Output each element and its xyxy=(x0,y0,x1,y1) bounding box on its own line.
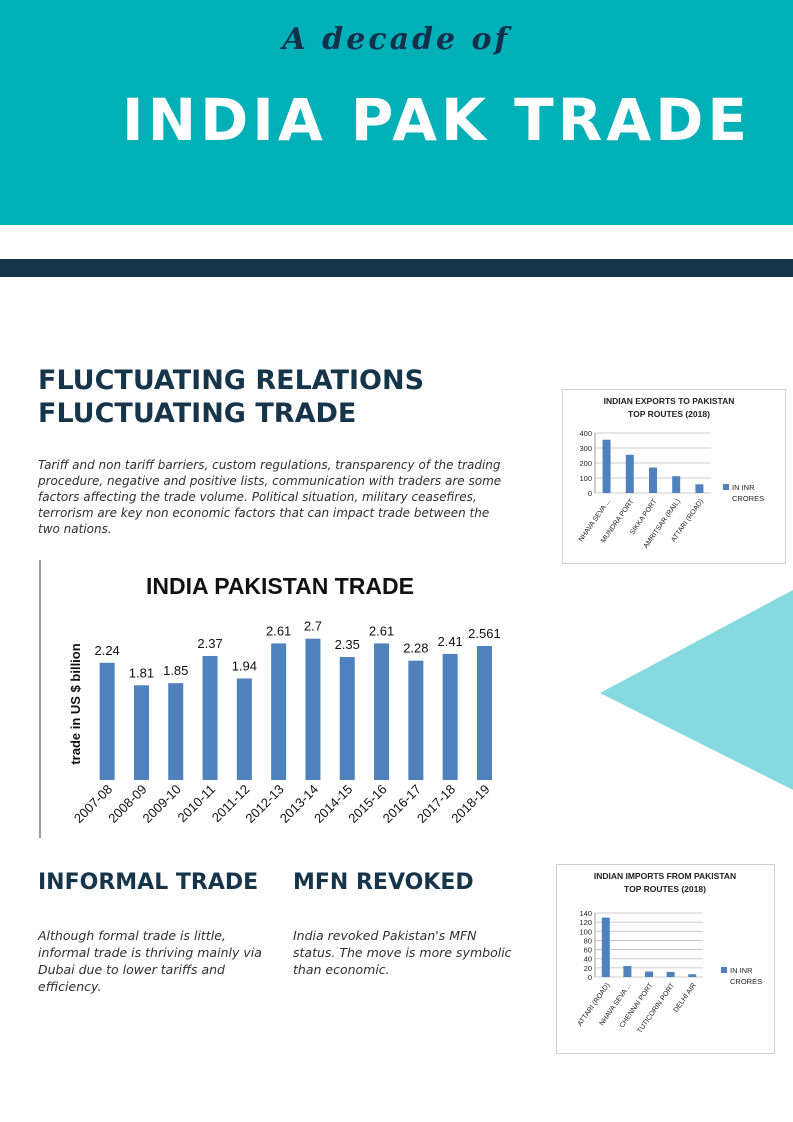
bar-2011-12 xyxy=(236,678,252,780)
value-label-2008-09: 1.81 xyxy=(129,665,154,680)
legend-label-line2: CRORES xyxy=(732,494,764,503)
fluctuating-heading-line2: FLUCTUATING TRADE xyxy=(38,398,357,429)
x-tick-2009-10: 2009-10 xyxy=(140,782,184,826)
y-tick-300: 300 xyxy=(579,444,592,453)
india-pakistan-trade-chart: INDIA PAKISTAN TRADE trade in US $ billio… xyxy=(38,558,501,840)
bar-SIKKA PORT xyxy=(649,467,657,493)
mfn-revoked-heading: MFN REVOKED xyxy=(293,870,474,895)
fluctuating-body: Tariff and non tariff barriers, custom r… xyxy=(38,458,502,536)
trade-chart-svg: INDIA PAKISTAN TRADE trade in US $ billio… xyxy=(39,560,501,838)
page-title: INDIA PAK TRADE xyxy=(121,86,751,154)
bar-2014-15 xyxy=(339,657,355,780)
chart-title-line1: INDIAN EXPORTS TO PAKISTAN xyxy=(604,396,735,406)
imports-routes-chart: INDIAN IMPORTS FROM PAKISTAN TOP ROUTES (… xyxy=(556,864,775,1054)
divider-stripe xyxy=(0,259,793,277)
legend-label-line2: CRORES xyxy=(730,977,762,986)
fluctuating-heading: FLUCTUATING RELATIONS FLUCTUATING TRADE xyxy=(38,364,498,430)
bar-2008-09 xyxy=(133,685,149,780)
value-label-2014-15: 2.35 xyxy=(335,637,360,652)
y-tick-400: 400 xyxy=(579,429,592,438)
y-tick-40: 40 xyxy=(584,955,592,964)
chart-title-line2: TOP ROUTES (2018) xyxy=(628,409,710,419)
legend-swatch xyxy=(723,484,729,490)
x-tick-DELHI AIR: DELHI AIR xyxy=(673,982,698,1014)
bar-2010-11 xyxy=(202,655,218,780)
value-label-2013-14: 2.7 xyxy=(304,619,322,634)
bar-ATTARI (ROAD) xyxy=(601,917,610,977)
bar-NHAVA SEVA ... xyxy=(602,439,611,493)
y-tick-20: 20 xyxy=(584,964,592,973)
bar-2015-16 xyxy=(374,643,390,780)
bar-2013-14 xyxy=(305,638,321,780)
y-tick-140: 140 xyxy=(579,909,592,918)
y-tick-200: 200 xyxy=(579,459,592,468)
legend-swatch xyxy=(721,967,727,973)
bar-CHENNAI PORT xyxy=(645,971,653,977)
bar-ATTARI (ROAD) xyxy=(695,484,704,493)
informal-trade-body: Although formal trade is little, informa… xyxy=(38,928,262,994)
value-label-2015-16: 2.61 xyxy=(369,623,394,638)
y-tick-120: 120 xyxy=(579,918,592,927)
bar-AMRITSAR (RAIL) xyxy=(672,476,681,493)
header-banner: A decade of INDIA PAK TRADE xyxy=(0,0,793,225)
imports-chart-svg: INDIAN IMPORTS FROM PAKISTAN TOP ROUTES (… xyxy=(577,871,762,1035)
chart-title-line1: INDIAN IMPORTS FROM PAKISTAN xyxy=(594,871,736,881)
value-label-2009-10: 1.85 xyxy=(163,663,188,678)
value-label-2017-18: 2.41 xyxy=(437,634,462,649)
bar-MUNDRA PORT xyxy=(625,454,634,493)
value-label-2011-12: 1.94 xyxy=(232,658,257,673)
y-tick-100: 100 xyxy=(579,474,592,483)
value-label-2016-17: 2.28 xyxy=(403,641,428,656)
bar-2007-08 xyxy=(99,662,115,780)
header-kicker: A decade of xyxy=(282,22,511,57)
bar-2012-13 xyxy=(271,643,287,780)
value-label-2007-08: 2.24 xyxy=(94,643,119,658)
bar-2016-17 xyxy=(408,660,424,780)
legend-label-line1: IN INR xyxy=(730,966,753,975)
exports-routes-chart: INDIAN EXPORTS TO PAKISTAN TOP ROUTES (20… xyxy=(562,389,786,564)
triangle-shape xyxy=(600,590,793,790)
chart-title: INDIA PAKISTAN TRADE xyxy=(146,573,414,599)
x-tick-2018-19: 2018-19 xyxy=(448,782,492,826)
legend-label-line1: IN INR xyxy=(732,483,755,492)
bar-DELHI AIR xyxy=(688,974,697,977)
y-axis-label: trade in US $ billion xyxy=(68,643,83,764)
y-tick-0: 0 xyxy=(588,973,592,982)
bar-TUTICORIN PORT xyxy=(666,971,675,977)
bar-2018-19 xyxy=(476,645,492,780)
value-label-2012-13: 2.61 xyxy=(266,623,291,638)
value-label-2010-11: 2.37 xyxy=(197,636,222,651)
bar-NHAVA SEVA ... xyxy=(623,966,632,977)
informal-trade-heading: INFORMAL TRADE xyxy=(38,870,259,895)
y-tick-80: 80 xyxy=(584,936,592,945)
x-tick-TUTICORIN PORT: TUTICORIN PORT xyxy=(636,982,676,1035)
exports-chart-svg: INDIAN EXPORTS TO PAKISTAN TOP ROUTES (20… xyxy=(578,396,764,550)
mfn-revoked-body: India revoked Pakistan's MFN status. The… xyxy=(293,928,512,977)
value-label-2018-19: 2.561 xyxy=(468,626,500,641)
y-tick-60: 60 xyxy=(584,946,592,955)
decorative-triangle xyxy=(600,590,793,794)
fluctuating-heading-line1: FLUCTUATING RELATIONS xyxy=(38,365,425,396)
chart-title-line2: TOP ROUTES (2018) xyxy=(624,884,706,894)
bar-2017-18 xyxy=(442,653,458,780)
bar-2009-10 xyxy=(168,683,184,780)
y-tick-100: 100 xyxy=(579,927,592,936)
y-tick-0: 0 xyxy=(588,489,592,498)
